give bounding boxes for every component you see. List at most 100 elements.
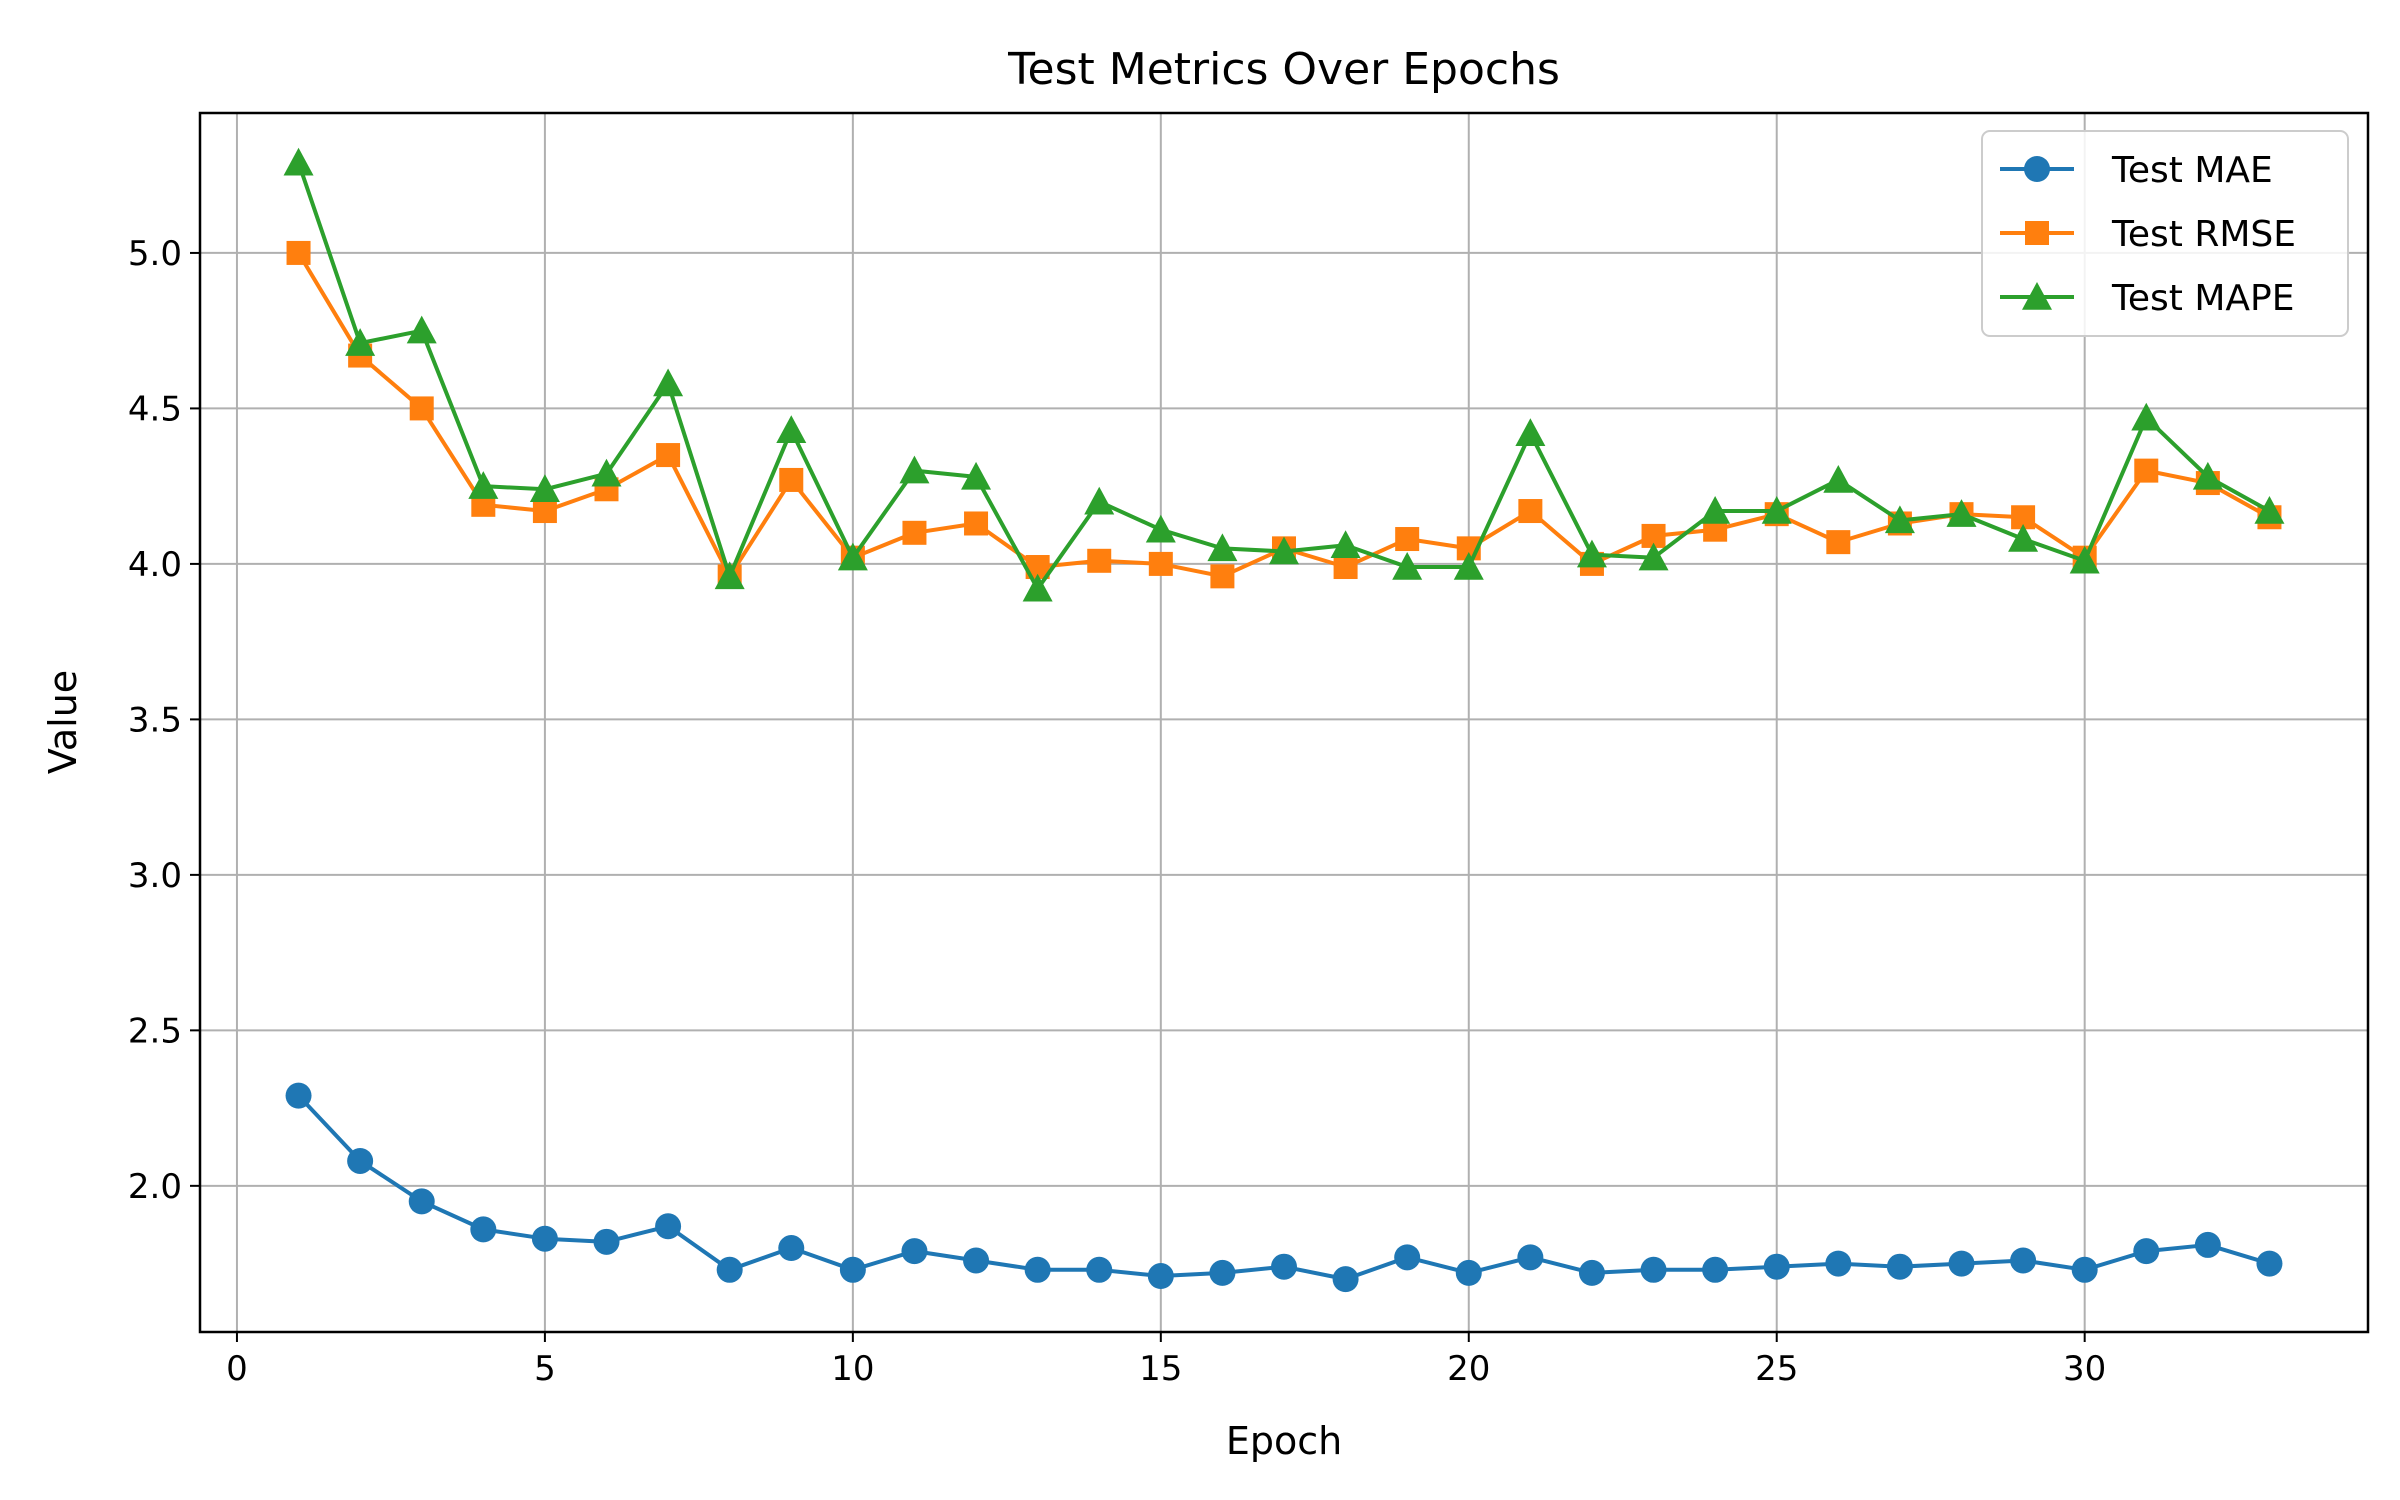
series-test-mape xyxy=(283,147,2285,602)
data-point xyxy=(532,499,557,524)
legend-box xyxy=(1981,130,2349,337)
data-point xyxy=(1455,1259,1482,1286)
data-point xyxy=(1761,496,1792,524)
data-point xyxy=(1145,514,1176,543)
data-point xyxy=(2134,458,2159,483)
data-point xyxy=(1946,499,1977,527)
legend-marker xyxy=(2024,156,2050,182)
data-point xyxy=(1453,552,1484,580)
legend-marker xyxy=(2022,282,2052,310)
data-point xyxy=(285,1082,312,1109)
data-point xyxy=(1823,464,1854,493)
data-point xyxy=(901,1238,928,1265)
data-point xyxy=(283,147,314,176)
data-point xyxy=(778,1235,805,1262)
x-tick-label: 25 xyxy=(1755,1349,1798,1389)
data-point xyxy=(902,520,927,545)
data-point xyxy=(1022,573,1053,602)
legend: Test MAE Test RMSE Test MAPE xyxy=(1981,130,2349,337)
data-point xyxy=(1333,555,1358,580)
data-point xyxy=(345,328,376,356)
gridlines xyxy=(200,113,2368,1332)
y-tick-label: 2.0 xyxy=(128,1167,182,1207)
data-point xyxy=(2131,402,2162,431)
data-point xyxy=(1576,539,1607,568)
x-tick-label: 20 xyxy=(1447,1349,1490,1389)
legend-item: Test MAPE xyxy=(2000,278,2294,319)
axis-ticks: 0 5 10 15 20 25 30 2.0 2.5 3.0 3.5 4.0 4.5 5.0 xyxy=(128,234,2106,1389)
data-point xyxy=(408,1188,435,1215)
data-point xyxy=(1638,542,1669,571)
data-point xyxy=(1395,527,1420,552)
data-point xyxy=(1825,1250,1852,1277)
data-point xyxy=(1024,1256,1051,1283)
data-point xyxy=(1271,1253,1297,1280)
data-point xyxy=(409,396,434,421)
data-point xyxy=(1210,564,1235,589)
plot-frame xyxy=(198,111,2370,1334)
legend-item: Test MAE xyxy=(2000,150,2273,191)
data-point xyxy=(286,240,311,265)
data-point xyxy=(656,443,681,468)
data-point xyxy=(839,1256,866,1283)
data-point xyxy=(1330,530,1361,558)
data-point xyxy=(2010,1247,2037,1274)
data-point xyxy=(468,471,499,499)
y-tick-label: 5.0 xyxy=(128,234,182,274)
x-axis-label: Epoch xyxy=(1226,1419,1342,1463)
data-point xyxy=(2133,1238,2160,1265)
y-tick-label: 4.0 xyxy=(128,545,182,585)
data-point xyxy=(1207,533,1238,562)
chart-title: Test Metrics Over Epochs xyxy=(1007,44,1560,95)
data-point xyxy=(2071,1256,2098,1283)
data-point xyxy=(653,368,684,397)
data-point xyxy=(531,1225,558,1252)
series-layer xyxy=(283,147,2285,1293)
data-point xyxy=(1332,1266,1359,1293)
data-point xyxy=(716,1256,743,1283)
data-point xyxy=(1392,552,1423,580)
data-point xyxy=(1147,1263,1174,1290)
data-point xyxy=(406,315,437,344)
data-point xyxy=(1826,530,1851,555)
data-point xyxy=(779,467,804,492)
data-point xyxy=(961,461,992,490)
y-axis-label: Value xyxy=(41,670,85,774)
data-point xyxy=(1086,1256,1113,1283)
y-tick-label: 3.5 xyxy=(128,700,182,740)
data-point xyxy=(591,458,622,487)
legend-item: Test RMSE xyxy=(2000,214,2296,255)
x-tick-label: 5 xyxy=(534,1349,556,1389)
data-point xyxy=(1578,1259,1605,1286)
data-point xyxy=(1518,499,1543,524)
x-tick-label: 15 xyxy=(1139,1349,1182,1389)
data-point xyxy=(347,1147,374,1174)
data-point xyxy=(2194,1231,2221,1258)
data-point xyxy=(964,511,989,536)
data-point xyxy=(1084,486,1115,515)
data-point xyxy=(470,1216,497,1243)
x-tick-label: 30 xyxy=(2063,1349,2106,1389)
x-tick-label: 10 xyxy=(831,1349,874,1389)
data-point xyxy=(529,474,560,503)
data-point xyxy=(1640,1256,1667,1283)
legend-marker xyxy=(2025,221,2049,245)
legend-label: Test MAPE xyxy=(2111,278,2294,319)
y-tick-label: 4.5 xyxy=(128,389,182,429)
data-point xyxy=(1700,496,1731,524)
legend-label: Test RMSE xyxy=(2111,214,2296,255)
data-point xyxy=(1884,505,1915,534)
data-point xyxy=(714,561,745,590)
data-point xyxy=(2254,496,2285,524)
x-tick-label: 0 xyxy=(226,1349,248,1389)
data-point xyxy=(1394,1244,1421,1271)
data-point xyxy=(1209,1259,1236,1286)
data-point xyxy=(2192,461,2223,490)
data-point xyxy=(1517,1244,1544,1271)
y-tick-label: 3.0 xyxy=(128,856,182,896)
data-point xyxy=(2069,545,2100,574)
data-point xyxy=(1948,1250,1975,1277)
data-point xyxy=(2256,1250,2283,1277)
data-point xyxy=(1763,1253,1790,1280)
